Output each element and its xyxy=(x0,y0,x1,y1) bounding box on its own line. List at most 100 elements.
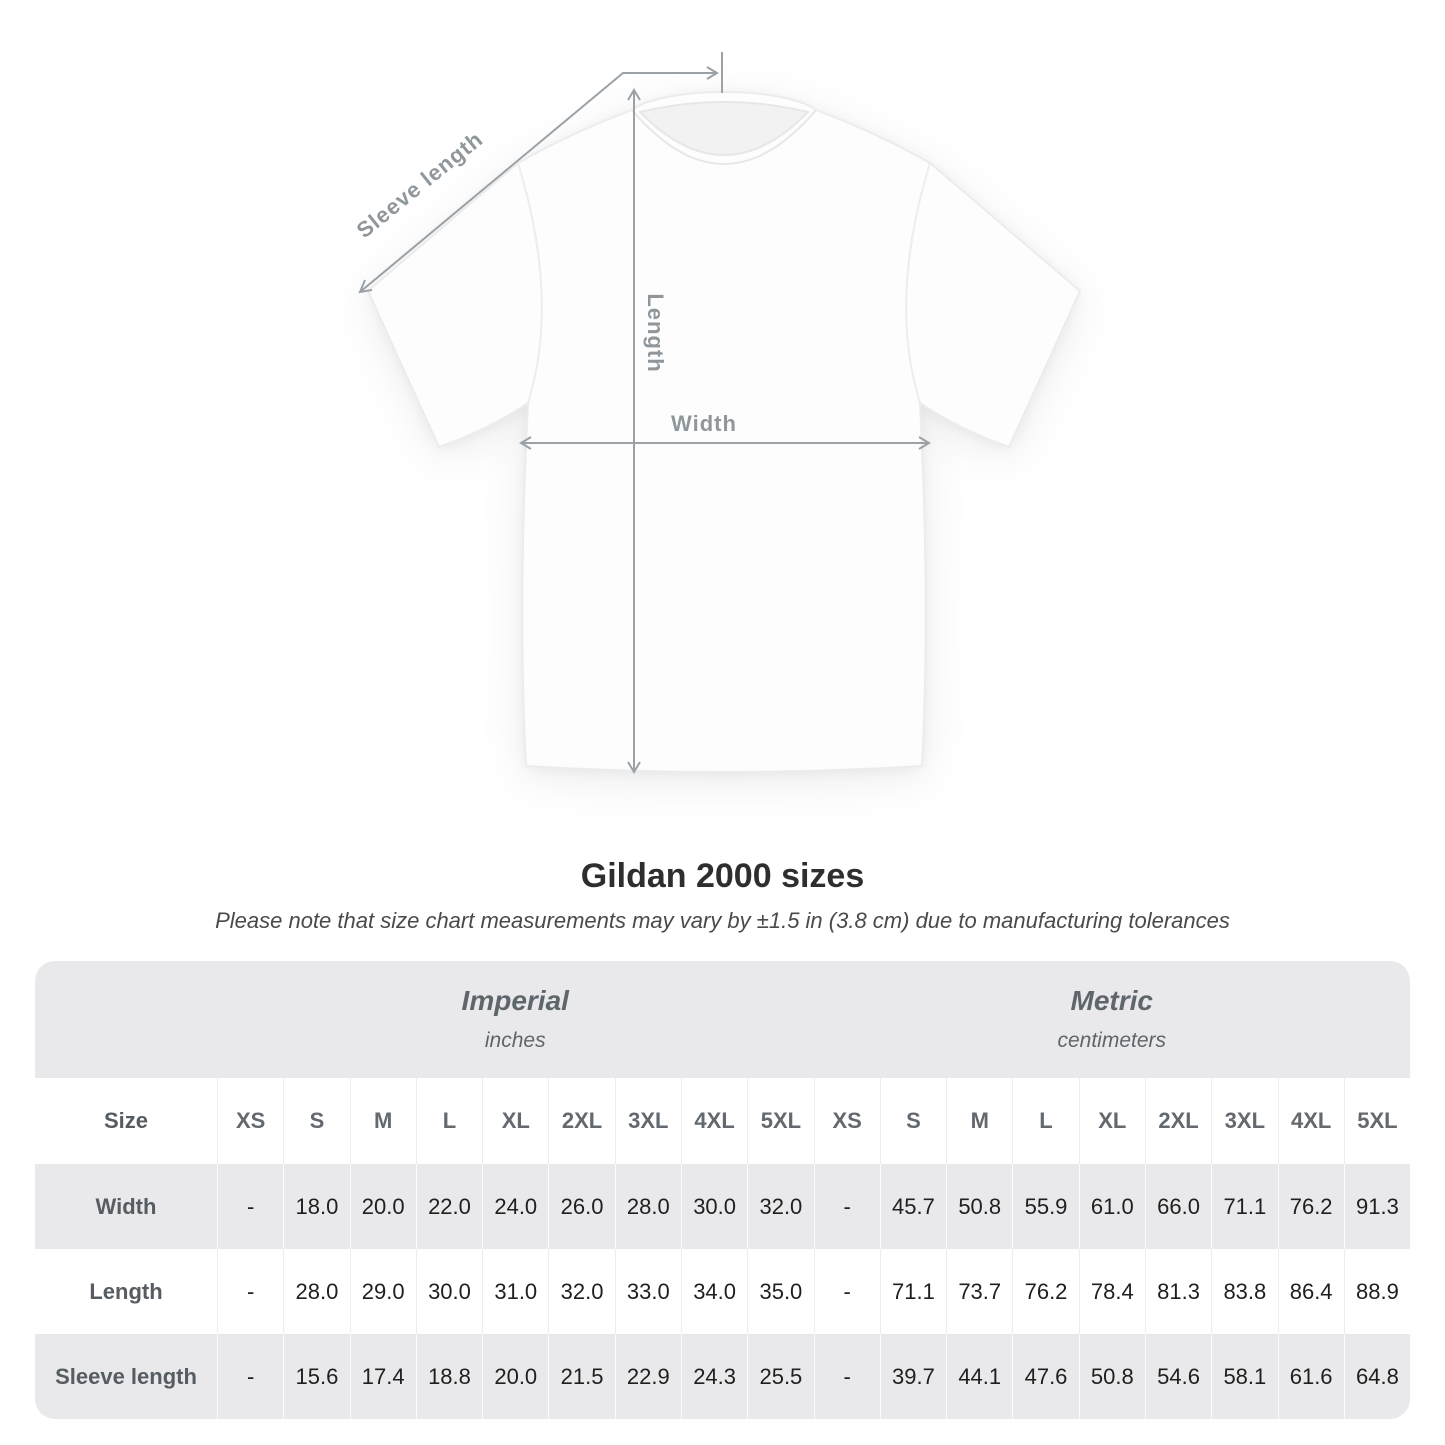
value-cell: 35.0 xyxy=(747,1249,813,1334)
value-cell: 71.1 xyxy=(879,1249,946,1334)
value-cell: 25.5 xyxy=(747,1334,813,1419)
size-col-xl: XL xyxy=(482,1078,548,1164)
value-cell: 22.9 xyxy=(614,1334,681,1419)
size-col-2xl: 2XL xyxy=(548,1078,614,1164)
left-armhole-seam xyxy=(517,162,543,404)
size-col-m: M xyxy=(349,1078,416,1164)
value-cell: 45.7 xyxy=(879,1164,946,1249)
collar-opening xyxy=(638,101,810,156)
size-label: Size xyxy=(103,1108,149,1133)
metric-group-header: Metric centimeters xyxy=(814,961,1411,1078)
value-cell: 76.2 xyxy=(1277,1164,1344,1249)
value-cell: - xyxy=(813,1164,880,1249)
page-title: Gildan 2000 sizes xyxy=(580,857,865,895)
size-col-4xl: 4XL xyxy=(1277,1078,1344,1164)
value-cell: 18.8 xyxy=(415,1334,482,1419)
value-cell: 54.6 xyxy=(1144,1334,1211,1419)
length-arrow-top xyxy=(627,88,641,101)
value-cell: 28.0 xyxy=(614,1164,681,1249)
value-cell: 44.1 xyxy=(946,1334,1012,1419)
value-cell: 20.0 xyxy=(482,1334,548,1419)
sleeve-length-arrow-right xyxy=(706,66,719,80)
size-header-row: Size XS S M L XL 2XL 3XL 4XL 5XL XS S M L XL 2XL 3XL 4XL 5… xyxy=(35,1078,1410,1164)
size-table-body: Size XS S M L XL 2XL 3XL 4XL 5XL XS S M L XL 2XL 3XL 4XL 5… xyxy=(35,1078,1410,1419)
value-cell: 24.3 xyxy=(680,1334,747,1419)
length-arrow-bottom xyxy=(627,761,641,774)
size-col-5xl: 5XL xyxy=(747,1078,813,1164)
imperial-group-name: Imperial xyxy=(461,985,569,1016)
value-cell: 83.8 xyxy=(1211,1249,1277,1334)
value-cell: 18.0 xyxy=(283,1164,349,1249)
value-cell: 26.0 xyxy=(548,1164,614,1249)
value-cell: 81.3 xyxy=(1144,1249,1211,1334)
value-cell: 78.4 xyxy=(1078,1249,1145,1334)
size-col-xs: XS xyxy=(813,1078,880,1164)
sleeve-length-arrow-left xyxy=(358,279,373,294)
size-col-3xl: 3XL xyxy=(1211,1078,1277,1164)
value-cell: 28.0 xyxy=(283,1249,349,1334)
sleeve-length-line xyxy=(359,72,717,293)
value-cell: 31.0 xyxy=(482,1249,548,1334)
measure-row-length: Length -28.0 29.0 30.0 31.0 32.0 33.0 34.0 35.0-… xyxy=(35,1249,1410,1334)
row-label: Sleeve length xyxy=(55,1363,197,1389)
size-col-l: L xyxy=(415,1078,482,1164)
value-cell: 88.9 xyxy=(1343,1249,1410,1334)
width-label: Width xyxy=(671,411,737,436)
measure-row-width: Width -18.0 20.0 22.0 24.0 26.0 28.0 30.0 32.0-4… xyxy=(35,1164,1410,1249)
value-cell: 17.4 xyxy=(349,1334,416,1419)
size-col-m: M xyxy=(946,1078,1012,1164)
value-cell: 24.0 xyxy=(482,1164,548,1249)
value-cell: 47.6 xyxy=(1012,1334,1078,1419)
value-cell: 50.8 xyxy=(1078,1334,1145,1419)
value-cell: 32.0 xyxy=(548,1249,614,1334)
value-cell: 73.7 xyxy=(946,1249,1012,1334)
value-cell: 15.6 xyxy=(283,1334,349,1419)
metric-group-name: Metric xyxy=(1070,985,1153,1016)
value-cell: 76.2 xyxy=(1012,1249,1078,1334)
size-col-2xl: 2XL xyxy=(1144,1078,1211,1164)
collar-band-seam xyxy=(631,109,817,165)
value-cell: 39.7 xyxy=(879,1334,946,1419)
value-cell: 61.6 xyxy=(1277,1334,1344,1419)
metric-group-unit: centimeters xyxy=(1057,1029,1167,1052)
measurement-lines xyxy=(358,52,931,774)
heading: Gildan 2000 sizes Please note that size … xyxy=(0,857,1445,934)
band-spacer xyxy=(35,961,217,1078)
size-col-l: L xyxy=(1012,1078,1078,1164)
size-col-5xl: 5XL xyxy=(1343,1078,1410,1164)
row-label: Length xyxy=(89,1278,163,1304)
value-cell: 71.1 xyxy=(1211,1164,1277,1249)
value-cell: 55.9 xyxy=(1012,1164,1078,1249)
value-cell: - xyxy=(217,1334,283,1419)
value-cell: 29.0 xyxy=(349,1249,416,1334)
value-cell: 86.4 xyxy=(1277,1249,1344,1334)
right-armhole-seam xyxy=(905,162,931,404)
value-cell: 33.0 xyxy=(614,1249,681,1334)
value-cell: - xyxy=(813,1334,880,1419)
row-label: Width xyxy=(95,1193,157,1219)
value-cell: 50.8 xyxy=(946,1164,1012,1249)
size-col-3xl: 3XL xyxy=(614,1078,681,1164)
value-cell: 34.0 xyxy=(680,1249,747,1334)
value-cell: 22.0 xyxy=(415,1164,482,1249)
value-cell: 20.0 xyxy=(349,1164,416,1249)
size-col-4xl: 4XL xyxy=(680,1078,747,1164)
value-cell: 30.0 xyxy=(415,1249,482,1334)
size-col-s: S xyxy=(879,1078,946,1164)
width-arrow-right xyxy=(918,436,931,450)
value-cell: 61.0 xyxy=(1078,1164,1145,1249)
imperial-group-unit: inches xyxy=(484,1029,546,1052)
value-cell: 58.1 xyxy=(1211,1334,1277,1419)
size-col-s: S xyxy=(283,1078,349,1164)
size-col-xl: XL xyxy=(1078,1078,1145,1164)
tshirt-image xyxy=(358,52,1082,774)
value-cell: 91.3 xyxy=(1343,1164,1410,1249)
length-label: Length xyxy=(643,293,668,373)
value-cell: 64.8 xyxy=(1343,1334,1410,1419)
measure-row-sleeve-length: Sleeve length -15.6 17.4 18.8 20.0 21.5 22.9 24… xyxy=(35,1334,1410,1419)
unit-header-band: Imperial inches Metric centimeters xyxy=(35,961,1410,1078)
width-arrow-left xyxy=(519,436,532,450)
value-cell: - xyxy=(217,1164,283,1249)
tshirt-measurement-figure: Sleeve length Length Width xyxy=(352,52,1082,774)
value-cell: 32.0 xyxy=(747,1164,813,1249)
